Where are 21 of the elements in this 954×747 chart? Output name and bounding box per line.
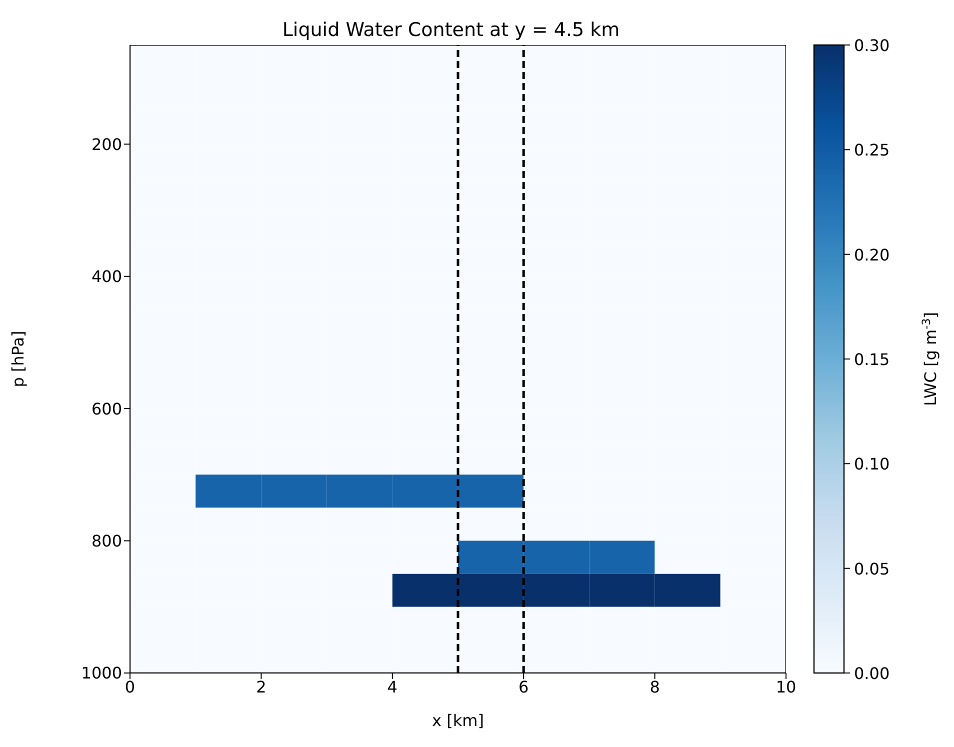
x-tick-label: 8 xyxy=(650,677,660,696)
y-tick-label: 400 xyxy=(91,267,122,286)
y-tick-label: 800 xyxy=(91,531,122,550)
y-tick-label: 600 xyxy=(91,399,122,418)
x-tick-label: 0 xyxy=(124,677,136,696)
color-bar-label: 0.30 xyxy=(854,36,890,55)
y-axis-title: p [hPa] xyxy=(8,330,28,388)
x-tick-label: 4 xyxy=(387,677,398,696)
color-bar-label: 0.20 xyxy=(854,245,890,264)
x-axis-title: x [km] xyxy=(432,711,484,730)
y-tick-label: 200 xyxy=(91,134,122,154)
x-tick-label: 10 xyxy=(776,677,796,696)
color-bar-label: 0.10 xyxy=(854,454,890,474)
color-bar-label: 0.00 xyxy=(854,664,890,683)
x-tick-label: 6 xyxy=(518,677,529,696)
color-bar-label: 0.05 xyxy=(854,559,890,578)
x-tick-label: 2 xyxy=(256,677,266,696)
color-bar-label: 0.15 xyxy=(854,350,890,369)
y-tick-label: 1000 xyxy=(81,664,122,683)
color-bar-label: 0.25 xyxy=(854,140,890,160)
chart-title: Liquid Water Content at y = 4.5 km xyxy=(282,19,620,41)
